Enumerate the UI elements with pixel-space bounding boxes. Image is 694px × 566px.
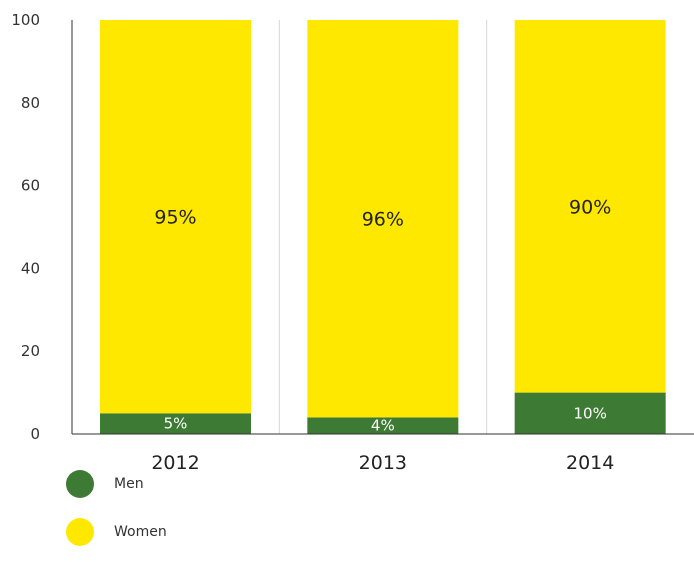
bar-segment-men — [514, 392, 666, 434]
y-axis-ticks: 0 20 40 60 80 100 — [11, 11, 40, 443]
bar-value-labels: 5% 4% 10% 95% 96% 90% — [154, 196, 611, 434]
men-value-label: 5% — [164, 415, 188, 433]
x-category-label: 2012 — [151, 452, 199, 470]
x-category-label: 2013 — [359, 452, 407, 470]
column-separators — [278, 20, 488, 434]
men-value-label: 4% — [371, 417, 395, 435]
women-value-label: 96% — [362, 209, 404, 231]
y-tick-label: 40 — [21, 259, 40, 277]
y-tick-label: 0 — [30, 425, 40, 443]
legend-item-women: Women — [66, 518, 167, 546]
y-tick-label: 80 — [21, 94, 40, 112]
bar-segment-men — [100, 413, 251, 434]
legend: Men Women — [66, 470, 167, 566]
bar-segment-women — [514, 20, 666, 393]
bar-segment-women — [307, 20, 459, 418]
x-category-label: 2014 — [566, 452, 614, 470]
x-axis-categories: 2012 2013 2014 — [151, 452, 614, 470]
bars — [100, 20, 666, 434]
bar-segment-men — [307, 417, 459, 434]
women-value-label: 90% — [569, 196, 611, 218]
y-tick-label: 100 — [11, 11, 40, 29]
stacked-bar-chart: 0 20 40 60 80 100 2012 2013 2014 5% 4% 1… — [11, 11, 694, 470]
y-tick-label: 60 — [21, 177, 40, 195]
bar-segment-women — [100, 20, 251, 414]
legend-item-men: Men — [66, 470, 167, 498]
legend-swatch-men — [66, 470, 94, 498]
women-value-label: 95% — [154, 207, 196, 229]
legend-label-men: Men — [114, 476, 144, 492]
men-value-label: 10% — [573, 404, 606, 422]
legend-label-women: Women — [114, 524, 167, 540]
y-tick-label: 20 — [21, 342, 40, 360]
legend-swatch-women — [66, 518, 94, 546]
